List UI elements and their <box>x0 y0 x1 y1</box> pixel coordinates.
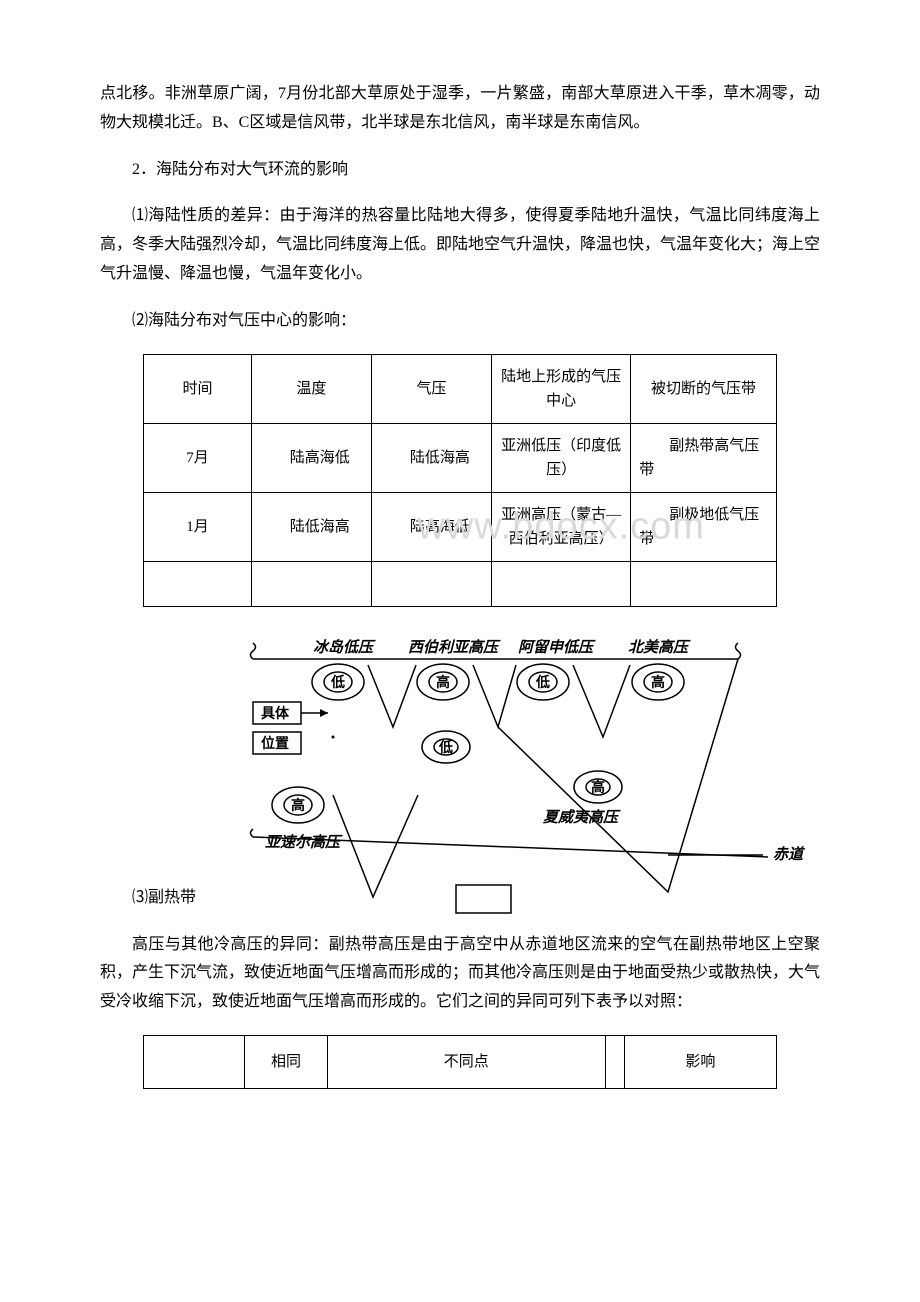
paragraph-intro: 点北移。非洲草原广阔，7月份北部大草原处于湿季，一片繁盛，南部大草原进入干季，草… <box>100 80 820 138</box>
label-aleutian-low: 阿留申低压 <box>518 639 596 656</box>
label-equator: 赤道 <box>773 845 806 863</box>
node-high-azores: 高 <box>272 787 324 823</box>
table-header: 被切断的气压带 <box>631 354 777 423</box>
table-row: 相同 不同点 影响 <box>144 1035 777 1088</box>
table-cell <box>144 561 252 606</box>
table-cell <box>631 561 777 606</box>
table-cell: 1月 <box>144 492 252 561</box>
node-high-1: 高 <box>417 664 469 700</box>
label-position: 位置 <box>261 735 289 751</box>
label-siberia-high: 西伯利亚高压 <box>408 639 501 656</box>
table-cell: 陆低海高 <box>251 492 371 561</box>
table-cell <box>251 561 371 606</box>
subheading-3: ⑶副热带 <box>100 884 196 917</box>
label-iceland-low: 冰岛低压 <box>313 639 376 656</box>
node-low-3: 低 <box>422 731 470 763</box>
comparison-table: 相同 不同点 影响 <box>143 1035 777 1089</box>
node-high-2: 高 <box>632 664 684 700</box>
table-row: 1月 陆低海高 陆高海低 亚洲高压（蒙古—西伯利亚高压） www.bdocx.c… <box>144 492 777 561</box>
table-cell: 不同点 <box>327 1035 605 1088</box>
table-header: 时间 <box>144 354 252 423</box>
table-row: 7月 陆高海低 陆低海高 亚洲低压（印度低压） 副热带高气压带 <box>144 423 777 492</box>
node-low-1: 低 <box>312 664 364 700</box>
table-header: 温度 <box>251 354 371 423</box>
label-hawaii-high: 夏威夷高压 <box>543 809 621 826</box>
table-header: 气压 <box>371 354 491 423</box>
table-cell <box>144 1035 245 1088</box>
table-cell: 陆高海低 <box>371 492 491 561</box>
table-cell: 副极地低气压带 <box>631 492 777 561</box>
table-cell: 亚洲高压（蒙古—西伯利亚高压） www.bdocx.com <box>492 492 631 561</box>
paragraph-sea-land-diff: ⑴海陆性质的差异：由于海洋的热容量比陆地大得多，使得夏季陆地升温快，气温比同纬度… <box>100 202 820 288</box>
svg-text:高: 高 <box>436 674 450 690</box>
table-cell <box>371 561 491 606</box>
table-cell <box>492 561 631 606</box>
pressure-diagram: 冰岛低压 西伯利亚高压 阿留申低压 北美高压 具体 位置 低 <box>196 637 820 917</box>
table-cell <box>605 1035 624 1088</box>
table-cell: 陆高海低 <box>251 423 371 492</box>
table-cell: 影响 <box>624 1035 776 1088</box>
table-cell: 副热带高气压带 <box>631 423 777 492</box>
svg-text:低: 低 <box>535 674 550 690</box>
paragraph-comparison: 高压与其他冷高压的异同：副热带高压是由于高空中从赤道地区流来的空气在副热带地区上… <box>100 931 820 1017</box>
table-header: 陆地上形成的气压中心 <box>492 354 631 423</box>
table-row <box>144 561 777 606</box>
label-azores-high: 亚速尔高压 <box>265 834 343 851</box>
table-cell: 相同 <box>245 1035 327 1088</box>
heading-2: 2．海陆分布对大气环流的影响 <box>100 156 820 185</box>
table-row: 时间 温度 气压 陆地上形成的气压中心 被切断的气压带 <box>144 354 777 423</box>
label-na-high: 北美高压 <box>628 638 691 656</box>
node-low-2: 低 <box>517 664 569 700</box>
node-high-hawaii: 高 <box>574 771 622 803</box>
table-cell: 陆低海高 <box>371 423 491 492</box>
table-cell: 7月 <box>144 423 252 492</box>
svg-text:高: 高 <box>591 779 605 795</box>
svg-text:低: 低 <box>438 739 453 755</box>
svg-text:高: 高 <box>651 674 665 690</box>
paragraph-pressure-center: ⑵海陆分布对气压中心的影响： <box>100 307 820 336</box>
pressure-table: 时间 温度 气压 陆地上形成的气压中心 被切断的气压带 7月 陆高海低 陆低海高… <box>143 354 777 607</box>
table-cell: 亚洲低压（印度低压） <box>492 423 631 492</box>
svg-text:高: 高 <box>291 797 305 813</box>
label-specific: 具体 <box>260 705 290 721</box>
svg-text:低: 低 <box>330 674 345 690</box>
